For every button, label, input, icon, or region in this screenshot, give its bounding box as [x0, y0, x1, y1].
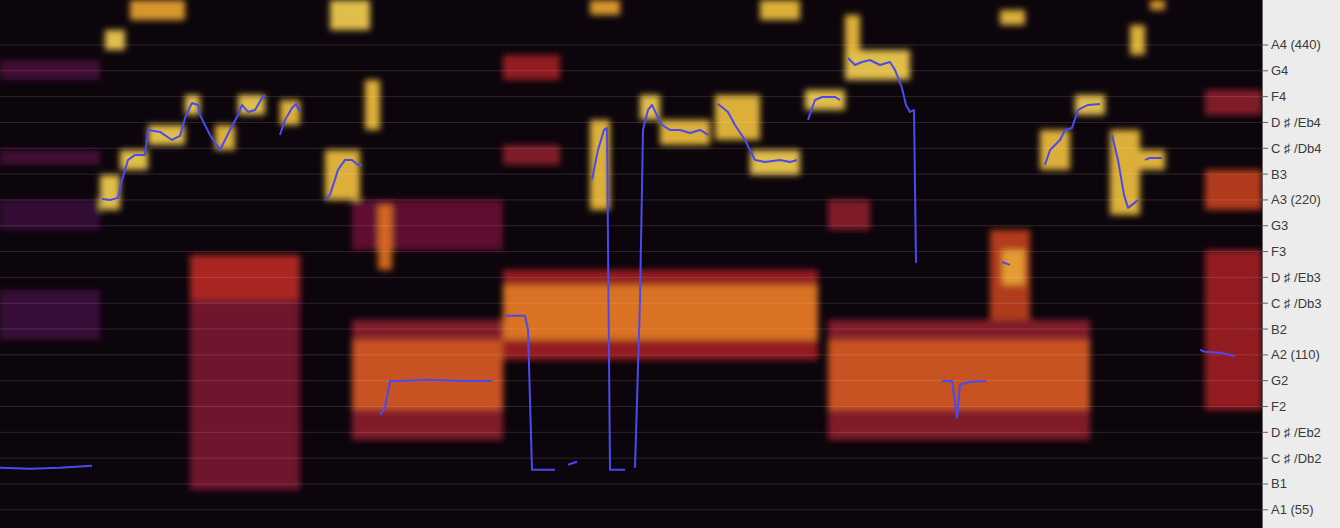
- heat-cell: [1130, 25, 1145, 55]
- heat-cell: [352, 200, 503, 250]
- grid-line: [0, 174, 1262, 175]
- heat-cell: [503, 270, 818, 360]
- heat-cell: [1205, 250, 1262, 410]
- tick-label: C ♯ /Db3: [1271, 296, 1322, 311]
- heat-cell: [1140, 150, 1165, 170]
- tick-label: F3: [1271, 244, 1286, 259]
- heat-cell: [352, 340, 503, 410]
- tick-label: B3: [1271, 167, 1287, 182]
- heat-cell: [503, 285, 818, 340]
- grid-line: [0, 148, 1262, 149]
- grid-line: [0, 44, 1262, 45]
- tick-mark: [1262, 122, 1268, 123]
- tick-mark: [1262, 225, 1268, 226]
- y-axis: A4 (440) G4 F4 D ♯ /Eb4 C ♯ /Db4 B3 A3 (220) G3…: [1262, 37, 1322, 517]
- tick-label: C ♯ /Db2: [1271, 451, 1322, 466]
- tick-mark: [1262, 44, 1268, 45]
- tick-mark: [1262, 303, 1268, 304]
- tick-label: C ♯ /Db4: [1271, 141, 1322, 156]
- tick-mark: [1262, 354, 1268, 355]
- tick-mark: [1262, 458, 1268, 459]
- grid-line: [0, 354, 1262, 355]
- tick-label: A2 (110): [1271, 347, 1320, 362]
- tick-mark: [1262, 432, 1268, 433]
- tick-label: A4 (440): [1271, 37, 1321, 52]
- heat-cell: [1000, 10, 1025, 25]
- grid-line: [0, 509, 1262, 510]
- grid-line: [0, 380, 1262, 381]
- tick-mark: [1262, 199, 1268, 200]
- grid-line: [0, 329, 1262, 330]
- tick-mark: [1262, 277, 1268, 278]
- heat-cell: [0, 60, 100, 80]
- grid-line: [0, 483, 1262, 484]
- grid-line: [0, 199, 1262, 200]
- tick-label: B2: [1271, 322, 1287, 337]
- tick-mark: [1262, 70, 1268, 71]
- heat-cell: [750, 150, 800, 175]
- heat-cell: [100, 175, 120, 210]
- plot: [0, 0, 1262, 510]
- heat-cell: [190, 255, 300, 490]
- grid-line: [0, 96, 1262, 97]
- heat-cell: [1205, 170, 1262, 210]
- grid-line: [0, 70, 1262, 71]
- pitch-line: [0, 58, 1235, 470]
- tick-mark: [1262, 329, 1268, 330]
- grid-line: [0, 277, 1262, 278]
- plot-area: [0, 0, 1262, 528]
- tick-label: D ♯ /Eb4: [1271, 115, 1321, 130]
- background: [0, 0, 1340, 528]
- tick-mark: [1262, 251, 1268, 252]
- tick-label: G2: [1271, 373, 1288, 388]
- chart: A4 (440) G4 F4 D ♯ /Eb4 C ♯ /Db4 B3 A3 (220) G3…: [0, 0, 1340, 528]
- spectrogram: [0, 0, 1262, 490]
- tick-mark: [1262, 174, 1268, 175]
- tick-label: G3: [1271, 218, 1288, 233]
- heat-cell: [1002, 250, 1025, 285]
- heat-cell: [1150, 0, 1165, 10]
- tick-mark: [1262, 148, 1268, 149]
- tick-mark: [1262, 406, 1268, 407]
- tick-label: B1: [1271, 476, 1287, 491]
- grid-line: [0, 432, 1262, 433]
- heat-cell: [0, 290, 100, 340]
- heat-cell: [828, 320, 1090, 440]
- tick-mark: [1262, 483, 1268, 484]
- heat-cell: [120, 150, 148, 170]
- grid-line: [0, 406, 1262, 407]
- tick-label: F4: [1271, 89, 1286, 104]
- tick-label: D ♯ /Eb3: [1271, 270, 1321, 285]
- tick-label: A3 (220): [1271, 192, 1321, 207]
- heat-cell: [503, 55, 560, 80]
- heat-cell: [760, 0, 800, 20]
- grid: [0, 45, 1262, 510]
- heat-cell: [1205, 90, 1262, 115]
- heat-cell: [990, 230, 1030, 320]
- tick-label: D ♯ /Eb2: [1271, 425, 1321, 440]
- heat-cell: [330, 0, 370, 30]
- heat-cell: [0, 150, 100, 165]
- tick-label: F2: [1271, 399, 1286, 414]
- heat-cell: [590, 0, 620, 15]
- heat-cell: [130, 0, 185, 20]
- heat-cell: [715, 95, 760, 140]
- heat-cell: [105, 30, 125, 50]
- tick-mark: [1262, 96, 1268, 97]
- grid-line: [0, 303, 1262, 304]
- heat-cell: [378, 205, 392, 270]
- grid-line: [0, 225, 1262, 226]
- tick-mark: [1262, 380, 1268, 381]
- tick-mark: [1262, 509, 1268, 510]
- grid-line: [0, 458, 1262, 459]
- tick-label: A1 (55): [1271, 502, 1314, 517]
- tick-label: G4: [1271, 63, 1288, 78]
- y-axis-line: [1262, 0, 1263, 528]
- grid-line: [0, 251, 1262, 252]
